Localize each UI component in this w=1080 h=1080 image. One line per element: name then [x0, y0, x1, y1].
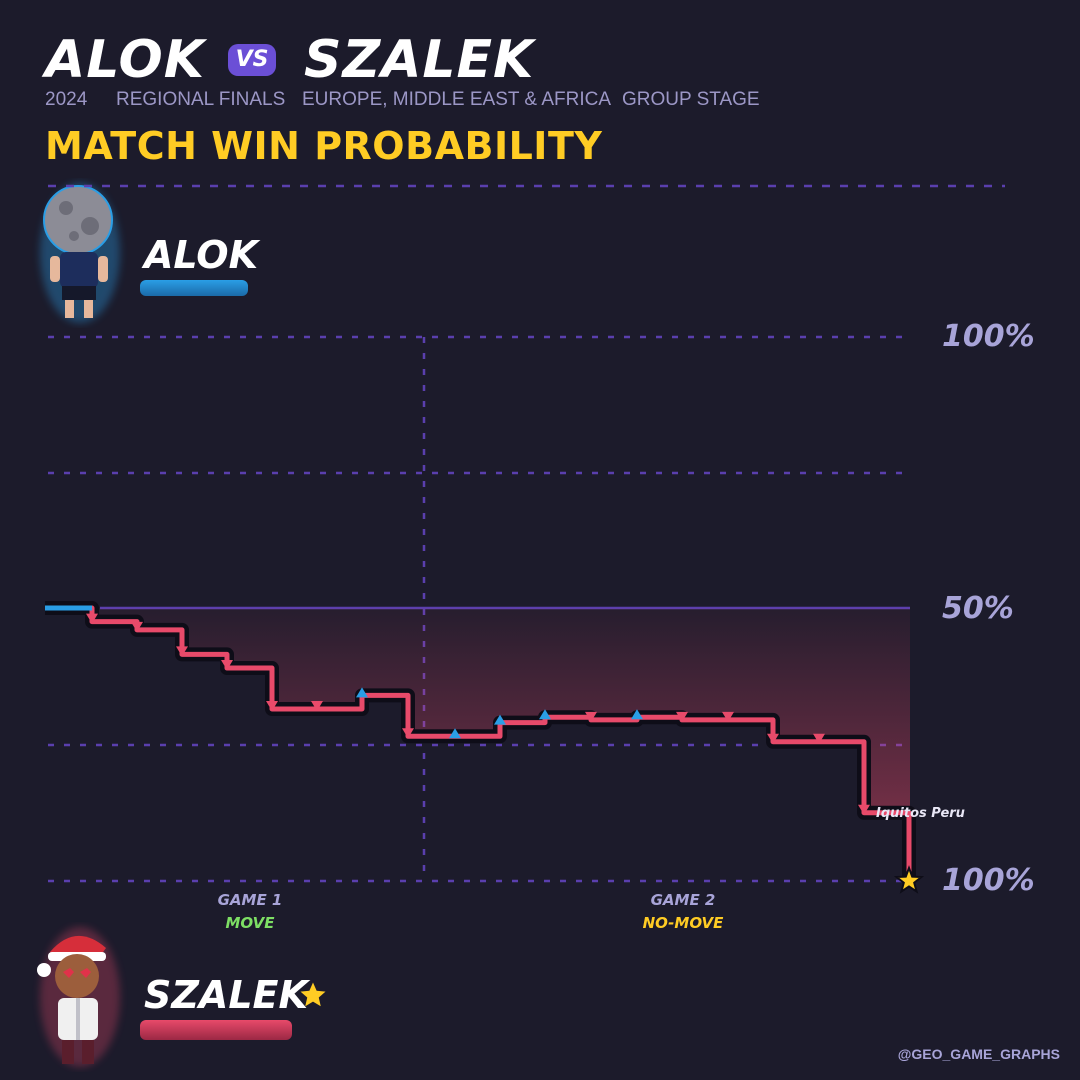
point-marker-6 — [311, 701, 323, 712]
meta-region: EUROPE, MIDDLE EAST & AFRICA — [302, 89, 612, 110]
point-marker-4 — [221, 660, 233, 671]
probability-line — [45, 605, 912, 881]
chart-subtitle: MATCH WIN PROBABILITY — [45, 124, 603, 168]
game-2-mode: NO-MOVE — [642, 914, 724, 932]
point-marker-18 — [858, 804, 870, 815]
point-marker-5 — [266, 701, 278, 712]
point-marker-13 — [631, 709, 643, 720]
point-marker-8 — [402, 728, 414, 739]
alok-avatar — [40, 183, 120, 323]
point-marker-17 — [813, 733, 825, 744]
point-marker-12 — [585, 711, 597, 722]
vs-badge: VS — [228, 44, 276, 76]
winner-star-icon — [300, 982, 326, 1007]
player1-title: ALOK — [45, 30, 206, 90]
axis-label-bottom: 100% — [942, 863, 1035, 898]
player-top-color-bar — [140, 280, 248, 296]
player-bottom-color-bar — [140, 1020, 292, 1040]
probability-fill — [45, 608, 910, 881]
player-bottom-name: SZALEK — [144, 973, 308, 1017]
meta-stage: GROUP STAGE — [622, 89, 760, 110]
point-marker-10 — [494, 714, 506, 725]
game-2-label: GAME 2 — [650, 891, 716, 909]
point-marker-9 — [449, 728, 461, 739]
point-marker-2 — [131, 621, 143, 632]
game-1-label: GAME 1 — [217, 891, 283, 909]
final-star-icon — [893, 865, 925, 894]
meta-event: REGIONAL FINALS — [116, 89, 286, 110]
meta-year: 2024 — [45, 89, 88, 110]
point-marker-16 — [767, 733, 779, 744]
player-top-name: ALOK — [144, 233, 259, 277]
game-1-mode: MOVE — [225, 914, 275, 932]
location-annotation: Iquitos Peru — [876, 806, 965, 821]
point-marker-11 — [539, 709, 551, 720]
credit: @GEO_GAME_GRAPHS — [897, 1046, 1060, 1062]
point-marker-15 — [722, 711, 734, 722]
point-marker-3 — [176, 646, 188, 657]
point-marker-14 — [676, 711, 688, 722]
szalek-avatar — [37, 927, 120, 1067]
point-marker-1 — [86, 613, 98, 624]
point-marker-7 — [356, 687, 368, 698]
player2-title: SZALEK — [304, 30, 535, 90]
axis-label-middle: 50% — [942, 591, 1014, 626]
axis-label-top: 100% — [942, 319, 1035, 354]
